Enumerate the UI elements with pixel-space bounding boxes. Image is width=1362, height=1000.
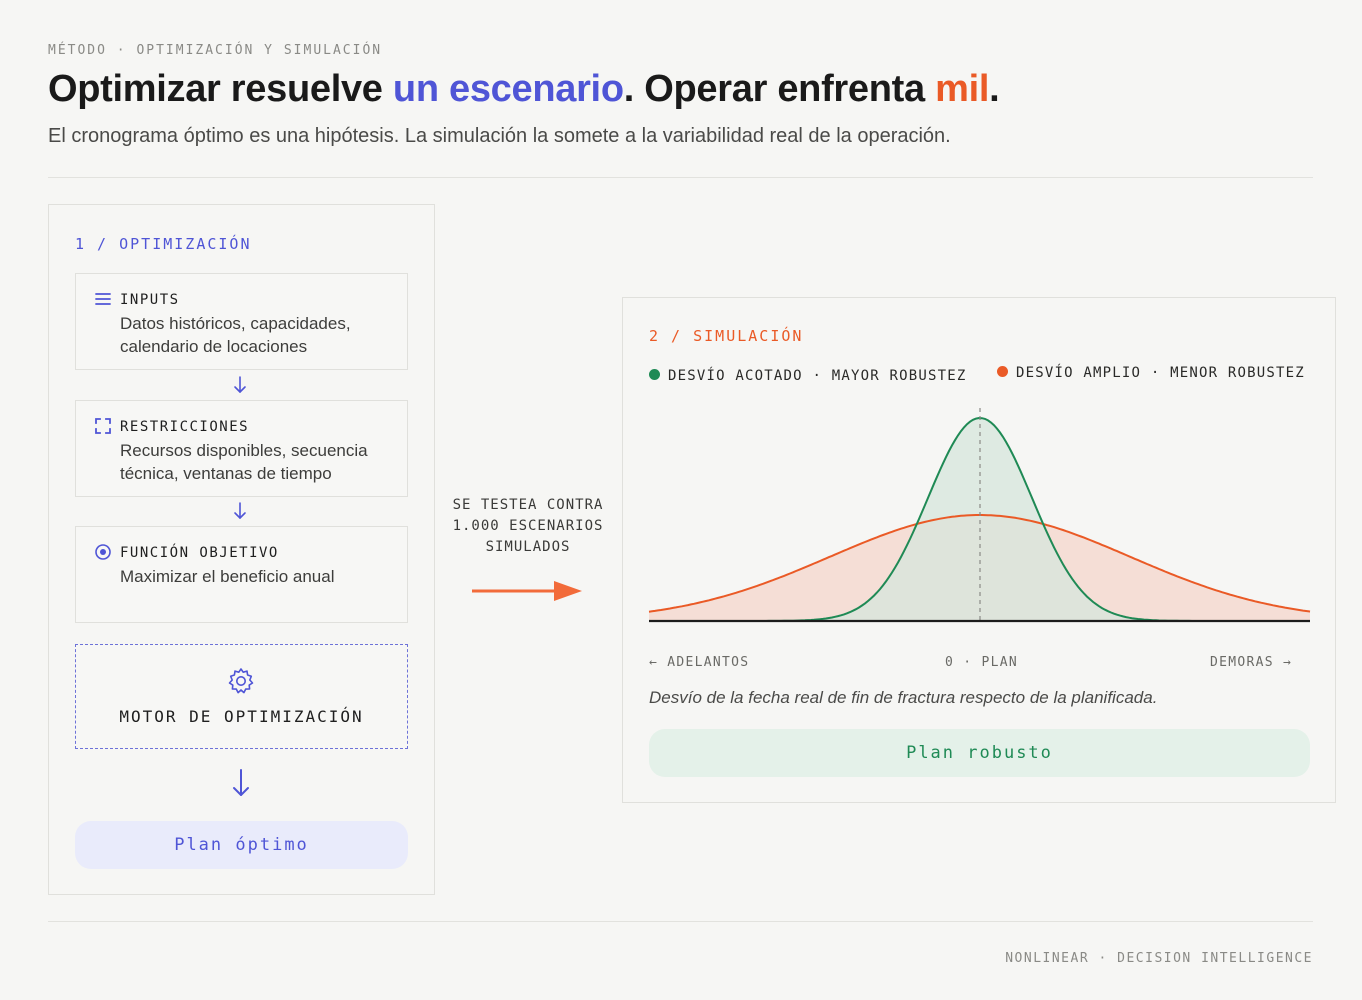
step-restricciones: RESTRICCIONES Recursos disponibles, secu… [75,400,408,497]
optimization-panel: 1 / OPTIMIZACIÓN INPUTS Datos históricos… [48,204,435,895]
title-part-3: . [989,68,1000,110]
footer-divider [48,921,1313,922]
step-description: Datos históricos, capacidades, calendari… [120,314,351,356]
legend-narrow-sub: MAYOR ROBUSTEZ [831,368,967,384]
legend-wide: DESVÍO AMPLIO · MENOR ROBUSTEZ [997,365,1305,381]
eyebrow: MÉTODO · OPTIMIZACIÓN Y SIMULACIÓN [48,43,383,58]
step-description: Maximizar el beneficio anual [120,567,335,586]
title-highlight-thousand: mil [935,68,990,110]
distribution-chart [648,408,1311,623]
narrow-distribution-area [649,418,1310,621]
step-title: FUNCIÓN OBJETIVO [120,545,279,561]
legend-wide-main: DESVÍO AMPLIO [1016,365,1142,381]
step-title: RESTRICCIONES [120,419,250,435]
arrow-right-icon [472,581,582,601]
legend-dot-green [649,369,660,380]
axis-label-left: ← ADELANTOS [649,655,750,670]
bracket-frame-icon [95,418,111,434]
list-icon [95,293,111,305]
step-funcion-objetivo: FUNCIÓN OBJETIVO Maximizar el beneficio … [75,526,408,623]
chart-caption: Desvío de la fecha real de fin de fractu… [649,688,1158,707]
optimization-label: 1 / OPTIMIZACIÓN [75,235,252,253]
page-title: Optimizar resuelve un escenario. Operar … [48,68,1000,111]
legend-narrow-main: DESVÍO ACOTADO [668,368,803,384]
legend-wide-sub: MENOR ROBUSTEZ [1170,365,1305,381]
title-highlight-scenario: un escenario [392,68,624,110]
header-divider [48,177,1313,178]
arrow-down-icon [234,376,246,393]
step-description: Recursos disponibles, secuencia técnica,… [120,441,368,483]
page-subtitle: El cronograma óptimo es una hipótesis. L… [48,125,951,147]
connector-text: SE TESTEA CONTRA 1.000 ESCENARIOS SIMULA… [443,495,613,558]
axis-label-center: 0 · PLAN [945,655,1019,670]
optimization-engine: MOTOR DE OPTIMIZACIÓN [75,644,408,749]
target-icon [95,544,111,560]
simulation-label: 2 / SIMULACIÓN [649,327,804,345]
connector-line-2: 1.000 ESCENARIOS [452,518,604,534]
step-title: INPUTS [120,292,180,308]
axis-label-right: DEMORAS → [1210,655,1293,670]
plan-robusto-badge: Plan robusto [649,729,1310,777]
plan-optimo-badge: Plan óptimo [75,821,408,869]
legend-dot-orange [997,366,1008,377]
connector-line-3: SIMULADOS [485,539,571,555]
arrow-down-icon [233,769,249,796]
step-inputs: INPUTS Datos históricos, capacidades, ca… [75,273,408,370]
engine-label: MOTOR DE OPTIMIZACIÓN [119,707,364,726]
simulation-panel: 2 / SIMULACIÓN DESVÍO ACOTADO · MAYOR RO… [622,297,1336,803]
connector-line-1: SE TESTEA CONTRA [452,497,604,513]
arrow-down-icon [234,502,246,519]
legend-narrow: DESVÍO ACOTADO · MAYOR ROBUSTEZ [649,368,967,384]
title-part-2: . Operar enfrenta [623,68,936,110]
title-part-1: Optimizar resuelve [48,68,393,110]
footer-brand: NONLINEAR · DECISION INTELLIGENCE [1005,951,1313,966]
gear-icon [228,668,254,694]
